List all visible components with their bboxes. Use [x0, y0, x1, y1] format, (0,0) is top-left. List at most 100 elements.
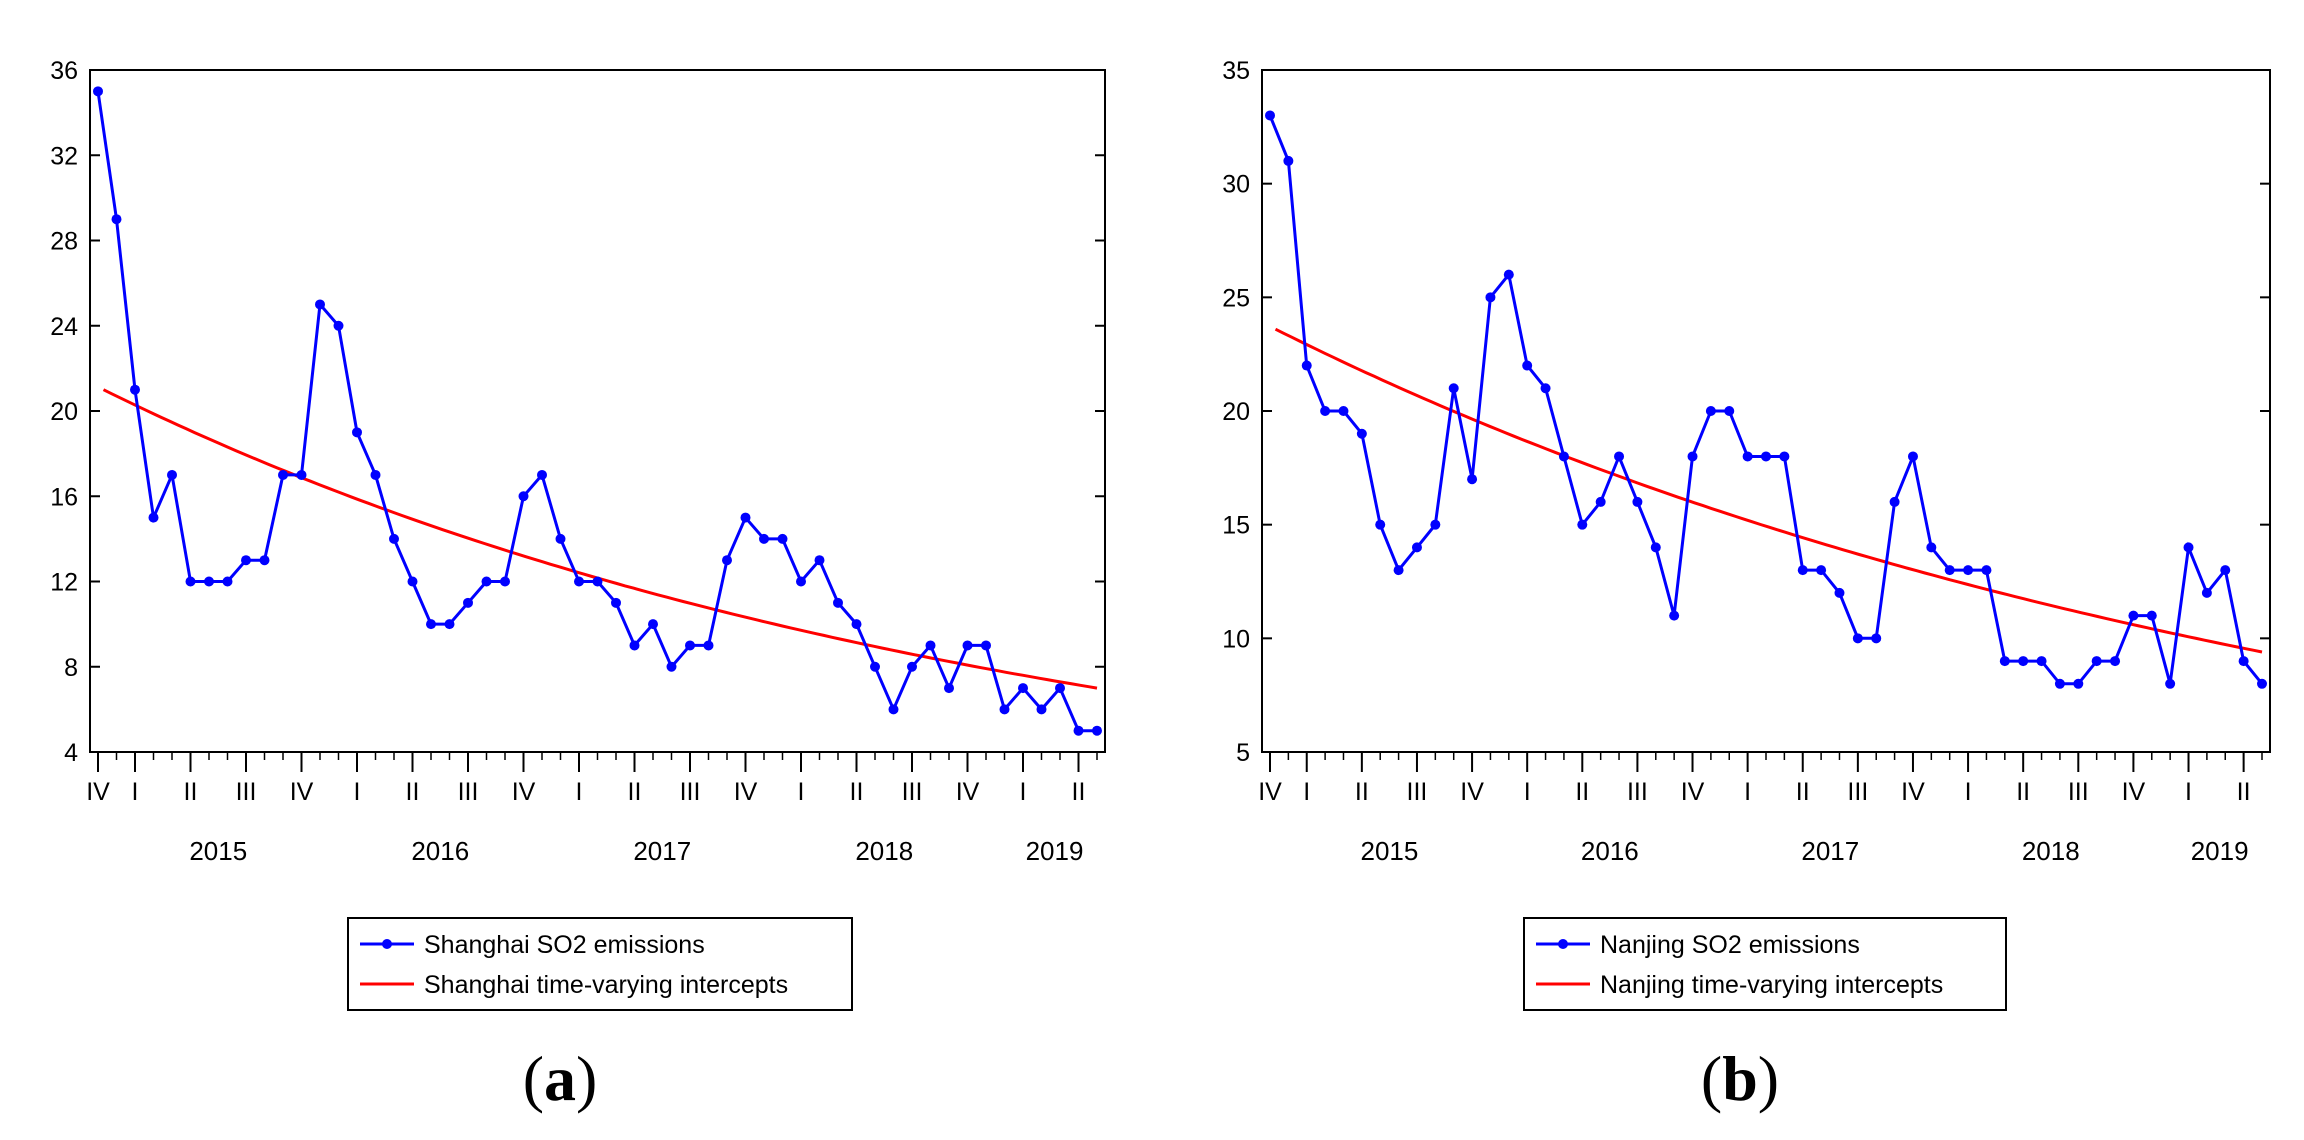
emissions-point — [555, 533, 566, 544]
intercept-line — [1274, 327, 2263, 654]
y-tick-label: 36 — [50, 57, 78, 85]
emissions-point — [925, 640, 936, 651]
x-quarter-label: I — [1020, 778, 1027, 806]
emissions-point — [1669, 610, 1680, 621]
emissions-point — [278, 469, 288, 480]
emissions-point — [1797, 565, 1808, 576]
emissions-point — [1467, 474, 1478, 485]
emissions-point — [999, 704, 1010, 715]
emissions-line — [96, 91, 1097, 733]
emissions-point — [148, 512, 159, 523]
emissions-point — [1963, 565, 1974, 576]
y-tick-label: 16 — [50, 483, 78, 511]
x-quarter-label: II — [1072, 778, 1086, 806]
emissions-point — [666, 661, 677, 672]
emissions-point — [1926, 542, 1937, 553]
x-quarter-label: IV — [1258, 778, 1282, 806]
x-year-label: 2015 — [1360, 836, 1418, 866]
x-quarter-label: IV — [956, 778, 980, 806]
emissions-point — [851, 619, 862, 630]
emissions-point — [2091, 656, 2102, 667]
x-quarter-label: III — [458, 778, 479, 806]
emissions-point — [1816, 565, 1827, 576]
emissions-point — [315, 299, 325, 310]
emissions-point — [2183, 542, 2194, 553]
x-year-label: 2016 — [1581, 836, 1639, 866]
emissions-point — [833, 597, 843, 608]
emissions-point — [1485, 292, 1496, 303]
x-quarter-label: II — [1355, 778, 1369, 806]
emissions-point — [2036, 656, 2047, 667]
emissions-point — [1320, 406, 1331, 416]
x-year-label: 2018 — [855, 836, 913, 866]
x-quarter-label: III — [236, 778, 257, 806]
emissions-point — [1852, 633, 1863, 644]
emissions-point — [352, 427, 362, 438]
y-tick-label: 20 — [50, 398, 78, 426]
emissions-point — [870, 661, 880, 672]
emissions-point — [2220, 565, 2231, 576]
emissions-point — [888, 704, 899, 715]
emissions-point — [1073, 725, 1084, 736]
emissions-point — [1907, 451, 1918, 462]
legend-label-emissions: Nanjing SO2 emissions — [1600, 931, 1860, 959]
emissions-point — [1944, 565, 1955, 576]
x-quarter-label: I — [2185, 778, 2192, 806]
emissions-point — [777, 533, 788, 544]
legend-box — [1523, 917, 2007, 1011]
emissions-point — [1522, 360, 1533, 371]
emissions-point — [1614, 451, 1625, 462]
x-year-label: 2019 — [1026, 836, 1084, 866]
emissions-point — [1540, 383, 1551, 394]
x-quarter-label: I — [354, 778, 361, 806]
emissions-point — [1889, 496, 1900, 507]
emissions-point — [1283, 155, 1294, 166]
legend-label-emissions: Shanghai SO2 emissions — [424, 931, 705, 959]
emissions-point — [1375, 519, 1386, 530]
emissions-point — [1761, 451, 1771, 462]
x-quarter-label: II — [406, 778, 420, 806]
emissions-line — [1268, 114, 2264, 686]
emissions-point — [1724, 406, 1735, 416]
x-quarter-label: IV — [86, 778, 110, 806]
emissions-point — [2201, 587, 2212, 598]
emissions-point — [2128, 610, 2139, 621]
emissions-point — [1650, 542, 1661, 553]
emissions-point — [759, 533, 769, 544]
panel-label-letter: a — [544, 1043, 576, 1114]
y-tick-label: 4 — [64, 739, 78, 767]
emissions-point — [2165, 678, 2176, 689]
intercept-line — [102, 388, 1098, 690]
y-tick-label: 24 — [50, 313, 78, 341]
y-tick-label: 25 — [1222, 284, 1250, 312]
x-quarter-label: II — [628, 778, 642, 806]
x-quarter-label: I — [1303, 778, 1310, 806]
emissions-point — [962, 640, 973, 651]
legend-marker-emissions — [1558, 939, 1568, 949]
emissions-point — [1092, 725, 1102, 736]
x-quarter-label: IV — [290, 778, 314, 806]
y-tick-label: 5 — [1236, 739, 1250, 767]
x-year-label: 2018 — [2022, 836, 2080, 866]
emissions-point — [574, 576, 584, 587]
emissions-point — [2073, 678, 2084, 689]
emissions-point — [1430, 519, 1441, 530]
emissions-point — [1301, 360, 1312, 371]
x-quarter-label: II — [850, 778, 864, 806]
emissions-point — [1779, 451, 1790, 462]
x-quarter-label: III — [1627, 778, 1648, 806]
emissions-point — [1834, 587, 1845, 598]
x-quarter-label: I — [1965, 778, 1972, 806]
panel-label: (a) — [523, 1043, 598, 1114]
x-quarter-label: II — [1575, 778, 1589, 806]
emissions-point — [1577, 519, 1588, 530]
emissions-point — [2054, 678, 2065, 689]
emissions-point — [981, 640, 991, 651]
emissions-point — [1265, 110, 1275, 121]
x-year-label: 2016 — [411, 836, 469, 866]
emissions-point — [111, 214, 122, 225]
emissions-point — [1055, 683, 1065, 694]
